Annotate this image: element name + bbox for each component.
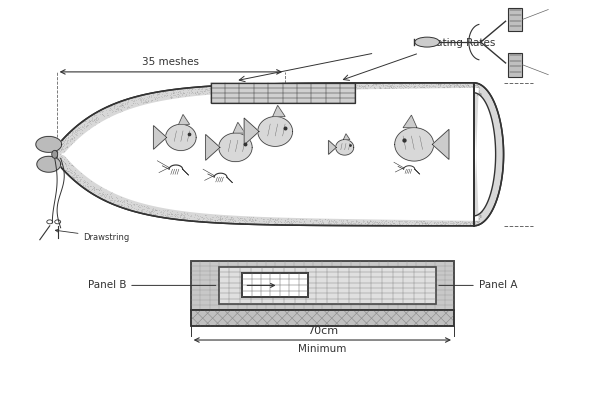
Polygon shape <box>244 118 259 145</box>
FancyBboxPatch shape <box>508 53 523 77</box>
Polygon shape <box>166 124 196 150</box>
Polygon shape <box>233 122 245 133</box>
Polygon shape <box>242 273 308 297</box>
Polygon shape <box>395 128 434 161</box>
Text: Panel A: Panel A <box>439 280 517 290</box>
Polygon shape <box>206 134 220 160</box>
Text: 35 meshes: 35 meshes <box>142 57 199 67</box>
Polygon shape <box>191 261 454 310</box>
Polygon shape <box>432 129 449 160</box>
Ellipse shape <box>52 150 58 158</box>
Polygon shape <box>62 88 496 221</box>
Polygon shape <box>211 83 355 103</box>
Polygon shape <box>179 115 190 124</box>
Polygon shape <box>219 133 252 162</box>
Polygon shape <box>37 156 61 172</box>
Text: 70cm: 70cm <box>307 326 338 336</box>
Text: Minimum: Minimum <box>298 344 347 354</box>
Polygon shape <box>57 83 503 226</box>
Polygon shape <box>272 105 285 117</box>
Polygon shape <box>258 117 293 146</box>
Polygon shape <box>343 134 350 140</box>
Polygon shape <box>191 310 454 326</box>
Polygon shape <box>335 140 354 155</box>
Polygon shape <box>403 115 417 128</box>
Polygon shape <box>329 140 336 154</box>
Polygon shape <box>218 267 436 304</box>
Polygon shape <box>154 126 167 149</box>
Text: Drawstring: Drawstring <box>55 229 130 242</box>
FancyBboxPatch shape <box>508 8 523 32</box>
Text: Bating Rates: Bating Rates <box>429 38 496 48</box>
Ellipse shape <box>415 37 440 47</box>
Polygon shape <box>36 136 62 152</box>
Text: Panel B: Panel B <box>88 280 216 290</box>
